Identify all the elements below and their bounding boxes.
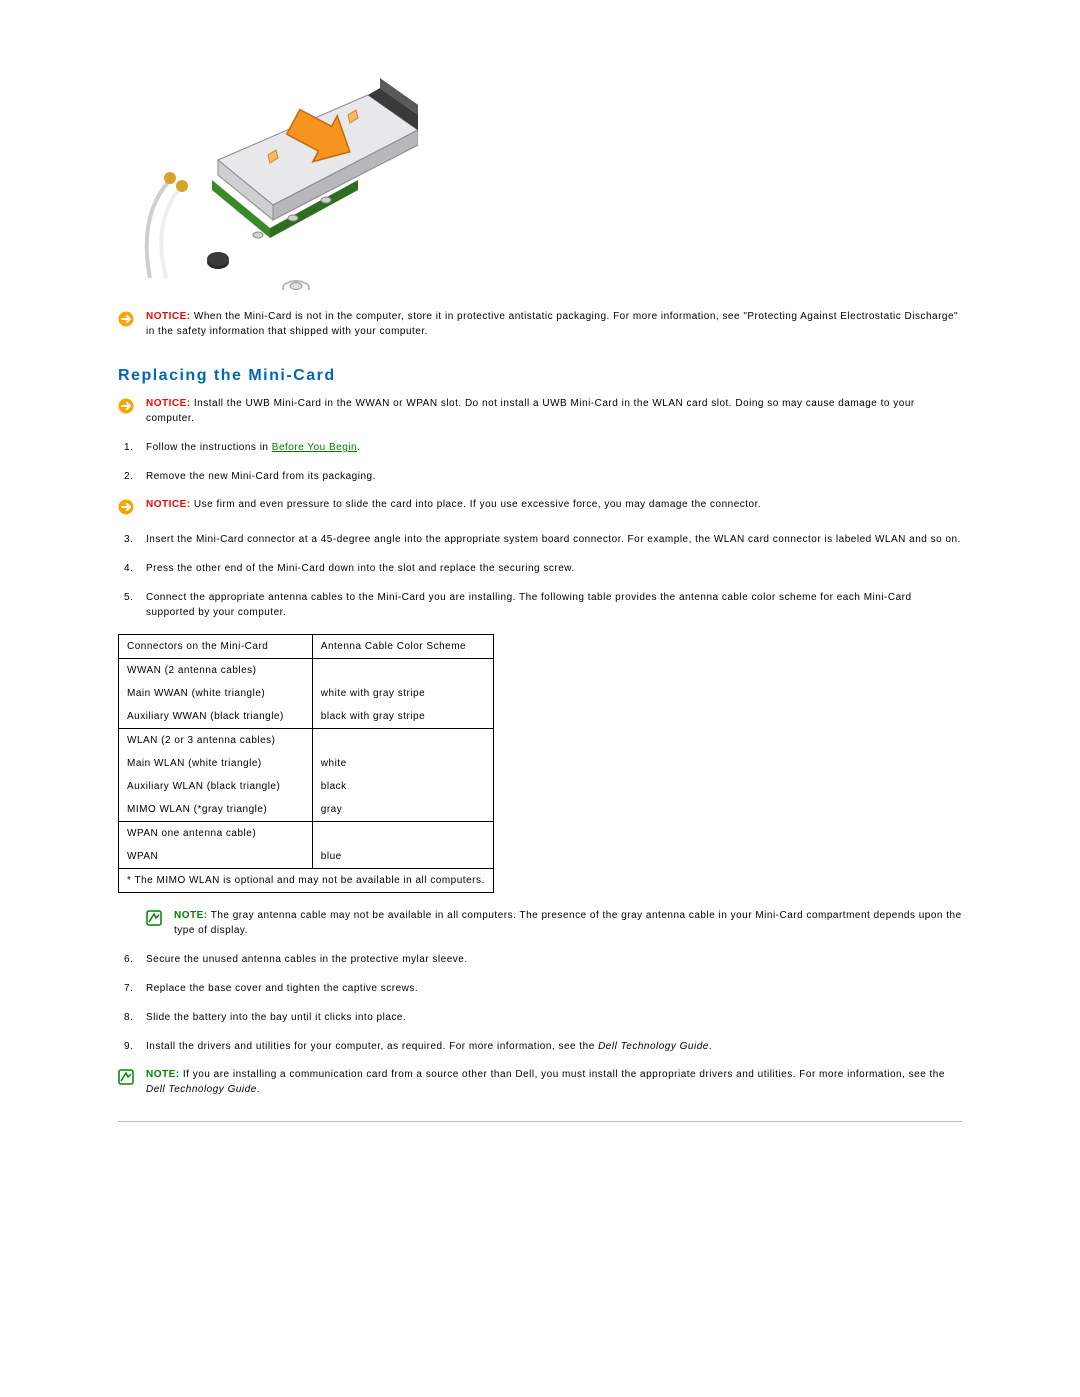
note-label: NOTE: xyxy=(174,910,208,921)
notice-label: NOTICE: xyxy=(146,398,191,409)
cable-color-table: Connectors on the Mini-Card Antenna Cabl… xyxy=(118,634,494,893)
document-page: NOTICE: When the Mini-Card is not in the… xyxy=(0,0,1080,1182)
note-text: NOTE: If you are installing a communicat… xyxy=(146,1068,962,1097)
note-icon xyxy=(118,1068,140,1088)
notice-text: NOTICE: Install the UWB Mini-Card in the… xyxy=(146,397,962,426)
note-drivers: NOTE: If you are installing a communicat… xyxy=(118,1068,962,1097)
minicard-illustration xyxy=(118,40,962,290)
step-6: Secure the unused antenna cables in the … xyxy=(146,952,962,967)
step-5: Connect the appropriate antenna cables t… xyxy=(146,590,962,620)
note-gray-cable: NOTE: The gray antenna cable may not be … xyxy=(146,909,962,938)
note-text: NOTE: The gray antenna cable may not be … xyxy=(174,909,962,938)
step-2: Remove the new Mini-Card from its packag… xyxy=(146,469,962,484)
notice-storage: NOTICE: When the Mini-Card is not in the… xyxy=(118,310,962,339)
step-3: Insert the Mini-Card connector at a 45-d… xyxy=(146,532,962,547)
steps-list: Follow the instructions in Before You Be… xyxy=(118,440,962,484)
note-icon xyxy=(146,909,168,929)
table-header: Antenna Cable Color Scheme xyxy=(312,635,493,659)
step-8: Slide the battery into the bay until it … xyxy=(146,1010,962,1025)
notice-text: NOTICE: Use firm and even pressure to sl… xyxy=(146,498,962,513)
note-label: NOTE: xyxy=(146,1069,180,1080)
step-1: Follow the instructions in Before You Be… xyxy=(146,440,962,455)
notice-text: NOTICE: When the Mini-Card is not in the… xyxy=(146,310,962,339)
before-you-begin-link[interactable]: Before You Begin xyxy=(272,442,357,453)
section-title: Replacing the Mini-Card xyxy=(118,367,962,385)
notice-icon xyxy=(118,310,140,330)
table-header: Connectors on the Mini-Card xyxy=(119,635,313,659)
notice-icon xyxy=(118,498,140,518)
notice-install-slot: NOTICE: Install the UWB Mini-Card in the… xyxy=(118,397,962,426)
step-9: Install the drivers and utilities for yo… xyxy=(146,1039,962,1054)
step-7: Replace the base cover and tighten the c… xyxy=(146,981,962,996)
notice-label: NOTICE: xyxy=(146,499,191,510)
notice-label: NOTICE: xyxy=(146,311,191,322)
notice-icon xyxy=(118,397,140,417)
steps-list-cont: Insert the Mini-Card connector at a 45-d… xyxy=(118,532,962,620)
step-4: Press the other end of the Mini-Card dow… xyxy=(146,561,962,576)
notice-pressure: NOTICE: Use firm and even pressure to sl… xyxy=(118,498,962,518)
divider xyxy=(118,1121,962,1122)
steps-list-cont2: Secure the unused antenna cables in the … xyxy=(118,952,962,1054)
